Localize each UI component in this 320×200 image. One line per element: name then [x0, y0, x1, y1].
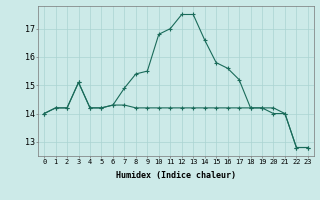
X-axis label: Humidex (Indice chaleur): Humidex (Indice chaleur): [116, 171, 236, 180]
